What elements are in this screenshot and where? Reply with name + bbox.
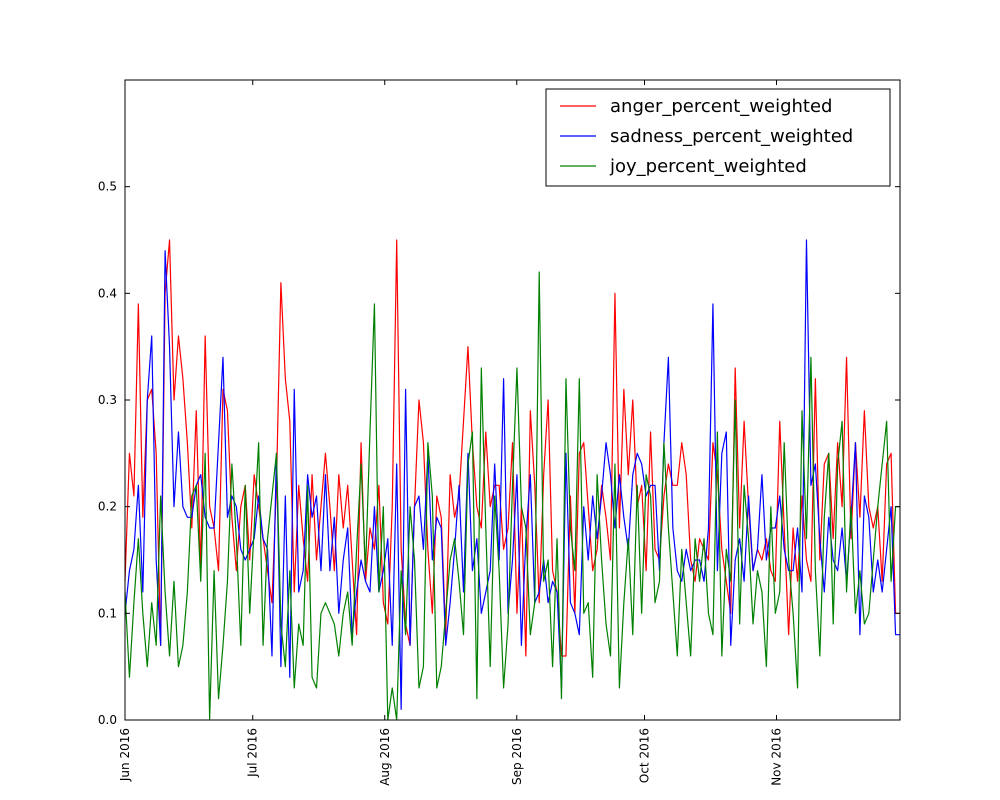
x-tick-label: Sep 2016 (510, 728, 524, 785)
y-tick-label: 0.2 (98, 500, 117, 514)
y-tick-label: 0.3 (98, 393, 117, 407)
legend: anger_percent_weighted sadness_percent_we… (545, 88, 891, 187)
legend-box (545, 88, 891, 187)
series-line-joy-percent-weighted (124, 271, 900, 721)
legend-label-anger-percent-weighted: anger_percent_weighted (610, 96, 832, 117)
x-tick-label: Jul 2016 (246, 728, 260, 778)
legend-label-joy-percent-weighted: joy_percent_weighted (609, 156, 807, 177)
y-axis: 0.0 0.1 0.2 0.3 0.4 0.5 (98, 180, 900, 727)
x-tick-label: Aug 2016 (378, 728, 392, 786)
x-tick-label: Oct 2016 (638, 728, 652, 783)
y-tick-label: 0.5 (98, 180, 117, 194)
legend-label-sadness-percent-weighted: sadness_percent_weighted (610, 126, 853, 147)
y-tick-label: 0.1 (98, 606, 117, 620)
x-axis: Jun 2016 Jul 2016 Aug 2016 Sep 2016 Oct 2016… (118, 80, 784, 786)
y-tick-label: 0.4 (98, 286, 117, 300)
series-line-anger-percent-weighted (124, 239, 900, 657)
x-tick-label: Jun 2016 (118, 728, 132, 782)
x-tick-label: Nov 2016 (770, 728, 784, 786)
plot-lines (124, 239, 900, 721)
y-tick-label: 0.0 (98, 713, 117, 727)
